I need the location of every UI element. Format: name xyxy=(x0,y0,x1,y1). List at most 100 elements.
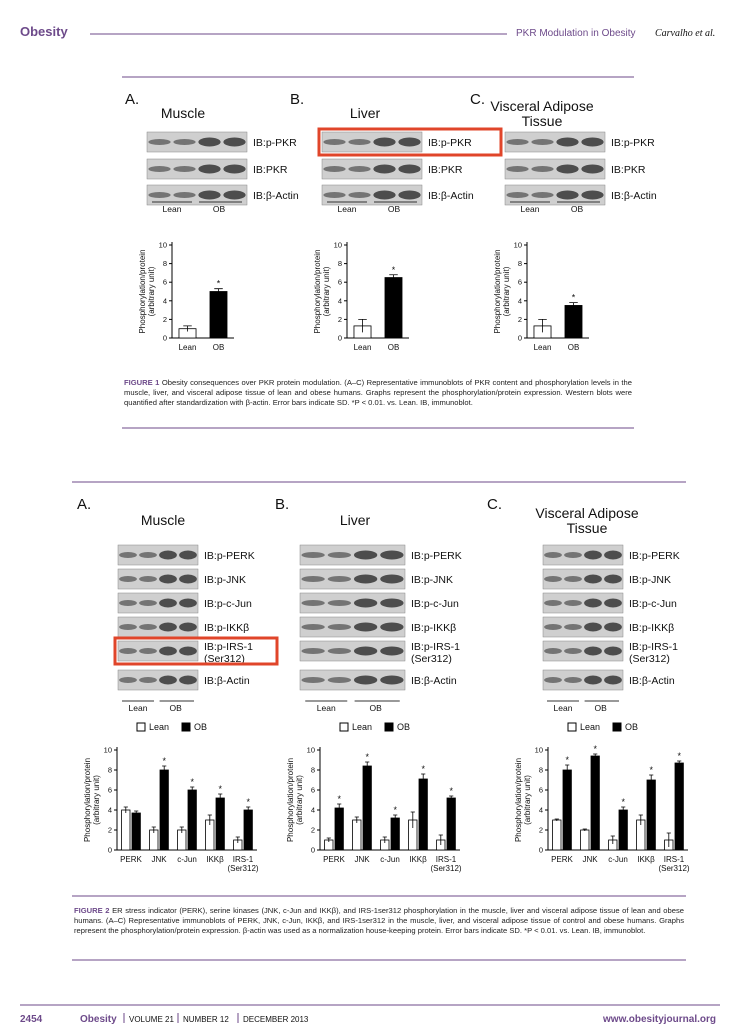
blot-label: IB:p-PKR xyxy=(611,137,655,149)
blot-band xyxy=(348,166,371,172)
blot-band xyxy=(544,576,562,582)
y-tick-label: 0 xyxy=(338,334,342,343)
blot-band xyxy=(353,646,378,656)
group-label: OB xyxy=(388,204,401,214)
group-label: OB xyxy=(571,204,584,214)
highlight-box xyxy=(113,636,279,666)
y-tick-label: 6 xyxy=(338,278,342,287)
caption: FIGURE 1 Obesity consequences over PKR p… xyxy=(124,378,632,408)
y-tick-label: 8 xyxy=(338,259,342,268)
blot-label: IB:p-PKR xyxy=(428,137,472,149)
blot-band xyxy=(604,550,622,560)
blot-band xyxy=(531,139,554,145)
blot-label: IB:p-IKKβ xyxy=(204,622,249,634)
blot-band xyxy=(301,552,325,558)
significance: * xyxy=(449,786,453,796)
blot-band xyxy=(544,624,562,630)
error-bar xyxy=(183,325,192,332)
blot-band xyxy=(223,190,246,200)
blot-band xyxy=(179,574,197,584)
y-tick-label: 2 xyxy=(338,315,342,324)
y-tick-label: 4 xyxy=(518,296,522,305)
blot-band xyxy=(506,192,529,198)
x-tick-label: IRS-1 (Ser312) xyxy=(658,855,689,873)
error-bar xyxy=(337,803,342,812)
blot-band xyxy=(556,164,579,174)
blot-band xyxy=(173,192,196,198)
legend-swatch xyxy=(567,722,577,732)
caption-text: ER stress indicator (PERK), serine kinas… xyxy=(74,906,684,935)
blot-band xyxy=(119,648,137,654)
legend-label: Lean xyxy=(580,722,600,732)
bar xyxy=(384,277,403,339)
error-bar xyxy=(393,814,398,821)
y-tick-label: 10 xyxy=(535,746,543,755)
blot-strip xyxy=(321,158,423,180)
y-axis-label: (arbitrary unit) xyxy=(322,266,331,316)
y-axis-label: Phosphorylation/protein xyxy=(313,249,322,333)
significance: * xyxy=(246,797,250,807)
blot-label: IB:β-Actin xyxy=(204,675,250,687)
blot-band xyxy=(179,675,197,685)
blot-band xyxy=(327,677,352,683)
error-bar xyxy=(123,806,128,813)
blot-label: IB:p-c-Jun xyxy=(629,598,677,610)
blot-band xyxy=(604,622,622,632)
panel-title: Liver xyxy=(340,512,371,528)
blot-label: IB:p-IKKβ xyxy=(629,622,674,634)
x-tick-label: OB xyxy=(568,343,580,352)
error-bar xyxy=(389,274,398,281)
error-bar xyxy=(621,806,626,813)
blot-band xyxy=(380,574,404,584)
blot-band xyxy=(564,600,582,606)
y-tick-label: 10 xyxy=(104,746,112,755)
blot-band xyxy=(301,648,325,654)
panel-title: Tissue xyxy=(522,113,563,129)
error-bar xyxy=(358,319,367,333)
group-label: OB xyxy=(169,703,182,713)
blot-band xyxy=(564,624,582,630)
blot-band xyxy=(159,675,177,685)
footer-journal: Obesity xyxy=(80,1014,117,1024)
blot-band xyxy=(348,139,371,145)
blot-label: IB:p-IRS-1 (Ser312) xyxy=(411,641,460,665)
blot-strip xyxy=(117,544,199,566)
blot-band xyxy=(323,139,346,145)
error-bar xyxy=(610,835,615,844)
bar xyxy=(352,819,362,851)
blot-band xyxy=(584,675,602,685)
blot-band xyxy=(119,600,137,606)
group-label: OB xyxy=(213,204,226,214)
blot-band xyxy=(604,646,622,656)
blot-band xyxy=(173,166,196,172)
error-bar xyxy=(235,836,240,843)
blot-band xyxy=(148,139,171,145)
blot-label: IB:β-Actin xyxy=(629,675,675,687)
y-axis-label: (arbitrary unit) xyxy=(523,775,532,825)
bar xyxy=(334,807,344,851)
significance: * xyxy=(162,756,166,766)
y-axis-label: (arbitrary unit) xyxy=(502,266,511,316)
bar xyxy=(418,778,428,851)
blot-band xyxy=(373,190,396,200)
group-label: Lean xyxy=(129,703,148,713)
y-tick-label: 2 xyxy=(539,826,543,835)
blot-band xyxy=(544,600,562,606)
blot-band xyxy=(581,190,604,200)
blot-band xyxy=(159,550,177,560)
blot-band xyxy=(139,600,157,606)
y-axis-label: (arbitrary unit) xyxy=(295,775,304,825)
x-tick-label: PERK xyxy=(323,855,345,864)
caption-text: Obesity consequences over PKR protein mo… xyxy=(124,378,632,407)
y-tick-label: 0 xyxy=(311,846,315,855)
blot-band xyxy=(119,624,137,630)
blot-band xyxy=(223,137,246,147)
blot-label: IB:PKR xyxy=(611,164,646,176)
blot-band xyxy=(564,552,582,558)
y-axis-label: Phosphorylation/protein xyxy=(514,758,523,842)
blot-strip xyxy=(146,158,248,180)
blot-band xyxy=(159,574,177,584)
blot-band xyxy=(179,598,197,608)
x-tick-label: IKKβ xyxy=(206,855,224,864)
y-tick-label: 4 xyxy=(108,806,112,815)
